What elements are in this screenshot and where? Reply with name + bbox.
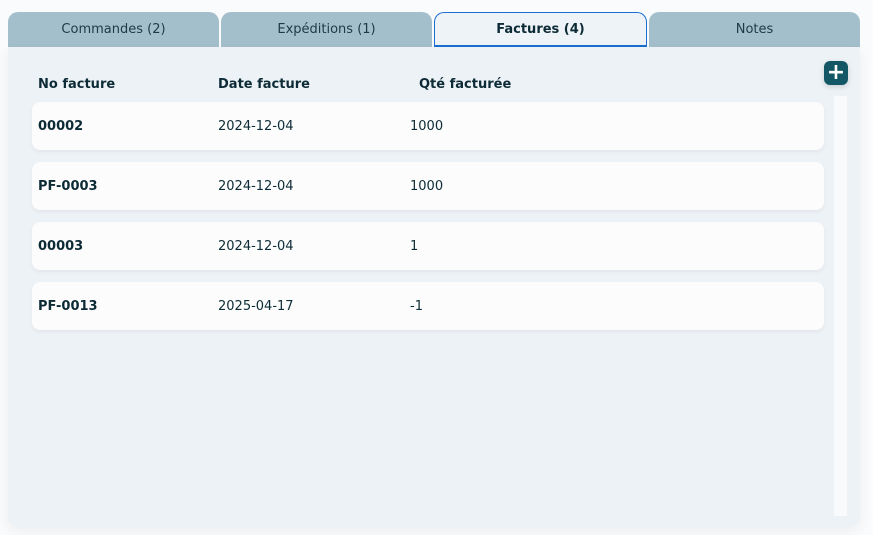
invoice-number: 00002 (38, 119, 84, 134)
tab-bar: Commandes (2) Expéditions (1) Factures (… (8, 12, 860, 47)
invoice-date: 2024-12-04 (218, 239, 294, 254)
scrollbar[interactable] (834, 96, 847, 516)
tab-factures[interactable]: Factures (4) (434, 12, 647, 47)
tab-expeditions[interactable]: Expéditions (1) (221, 12, 432, 47)
table-row[interactable]: 00003 2024-12-04 1 (32, 222, 824, 270)
invoice-qty: 1000 (410, 119, 444, 134)
invoice-qty: 1 (410, 239, 419, 254)
invoice-number: PF-0013 (38, 299, 98, 314)
tab-notes[interactable]: Notes (649, 12, 860, 47)
add-invoice-button[interactable]: + (824, 61, 848, 85)
table-row[interactable]: PF-0003 2024-12-04 1000 (32, 162, 824, 210)
invoice-qty: -1 (410, 299, 423, 314)
table-row[interactable]: 00002 2024-12-04 1000 (32, 102, 824, 150)
header-qte-facturee: Qté facturée (419, 77, 512, 92)
header-no-facture: No facture (38, 77, 116, 92)
tab-commandes[interactable]: Commandes (2) (8, 12, 219, 47)
invoice-number: PF-0003 (38, 179, 98, 194)
invoice-date: 2024-12-04 (218, 119, 294, 134)
invoice-qty: 1000 (410, 179, 444, 194)
table-row[interactable]: PF-0013 2025-04-17 -1 (32, 282, 824, 330)
invoice-number: 00003 (38, 239, 84, 254)
plus-icon: + (826, 60, 846, 85)
invoices-panel: No facture Date facture Qté facturée + 0… (8, 47, 860, 527)
invoice-date: 2024-12-04 (218, 179, 294, 194)
header-date-facture: Date facture (218, 77, 310, 92)
invoice-date: 2025-04-17 (218, 299, 294, 314)
